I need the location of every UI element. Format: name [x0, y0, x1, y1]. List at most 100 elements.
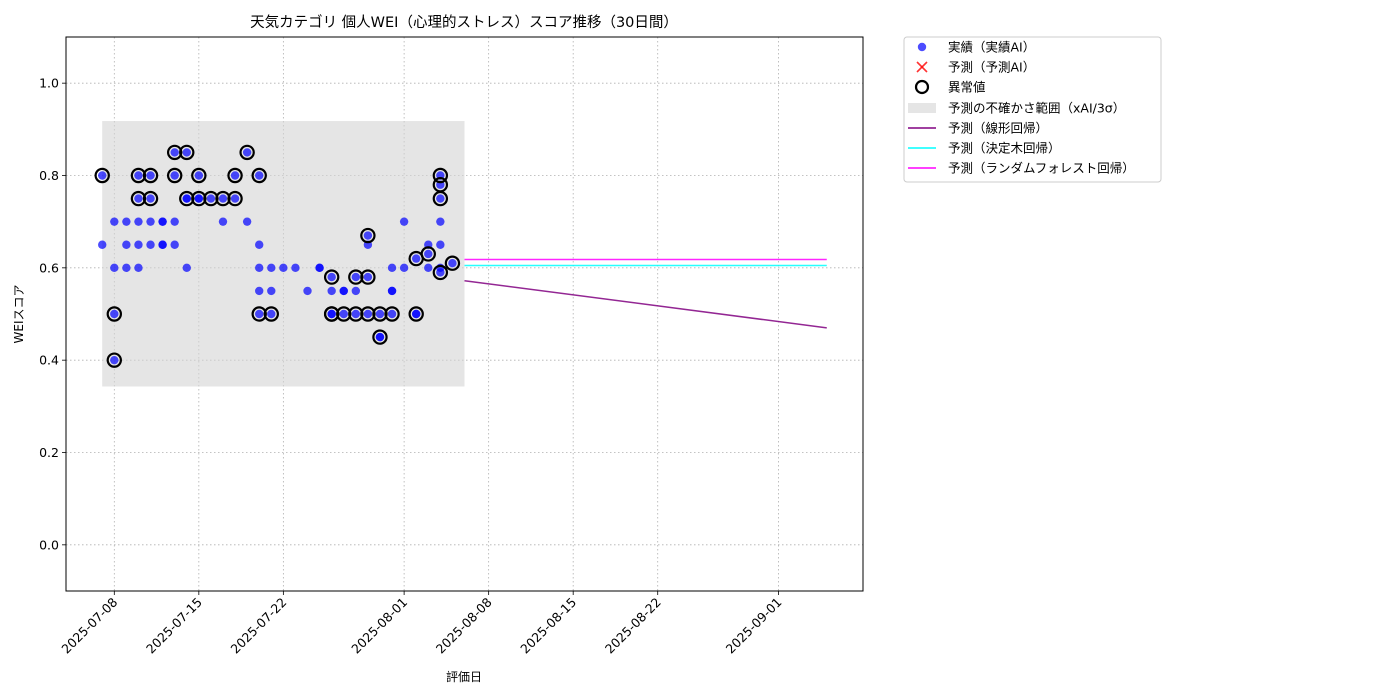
anomaly-marker	[432, 177, 449, 193]
anomaly-marker	[215, 190, 231, 207]
x-axis-label: 評価日	[446, 669, 482, 684]
anomaly-marker	[348, 269, 364, 285]
actual-point	[375, 309, 385, 319]
anomaly-marker	[130, 190, 147, 207]
actual-point	[279, 263, 288, 273]
anomaly-marker	[142, 190, 159, 207]
anomaly-marker	[384, 306, 400, 322]
anomaly-marker	[372, 306, 388, 322]
actual-point	[399, 217, 409, 226]
actual-point	[363, 272, 373, 282]
legend-label: 予測（予測AI）	[948, 60, 1035, 75]
actual-point	[255, 171, 264, 180]
chart-title: 天気カテゴリ 個人WEI（心理的ストレス）スコア推移（30日間）	[250, 13, 678, 31]
actual-point	[375, 332, 385, 342]
actual-point	[170, 171, 179, 180]
actual-point	[387, 286, 397, 296]
prediction-line	[464, 280, 827, 329]
actual-point	[182, 194, 191, 203]
actual-point	[327, 272, 336, 282]
x-tick-label: 2025-07-22	[228, 595, 290, 657]
legend-marker-band	[908, 103, 936, 113]
actual-point	[194, 171, 204, 180]
anomaly-marker	[251, 167, 267, 184]
actual-point	[134, 240, 143, 249]
legend-marker-predicted	[916, 61, 928, 73]
actual-point	[182, 148, 191, 157]
actual-point	[146, 171, 155, 180]
anomaly-marker	[432, 264, 449, 281]
anomaly-marker	[94, 167, 110, 184]
actual-point	[351, 309, 361, 319]
actual-point	[122, 263, 131, 273]
anomaly-marker	[130, 167, 147, 184]
anomaly-marker	[336, 306, 352, 322]
axes-frame	[65, 36, 864, 592]
legend-box	[903, 36, 1162, 183]
x-tick-label: 2025-08-15	[517, 595, 579, 657]
y-tick-label: 0.6	[39, 260, 59, 275]
y-tick-label: 0.8	[39, 168, 59, 183]
actual-point	[315, 263, 324, 273]
x-tick-label: 2025-07-08	[58, 594, 120, 656]
anomaly-marker	[203, 190, 219, 207]
anomaly-marker	[360, 306, 376, 322]
actual-point	[267, 286, 276, 296]
anomaly-marker	[444, 255, 461, 271]
plot-area: 2025-07-08 2025-07-15 2025-07-22 2025-08-01…	[39, 36, 864, 657]
x-tick-label: 2025-09-01	[723, 595, 785, 657]
actual-point	[218, 194, 228, 203]
actual-point	[122, 217, 131, 226]
actual-point	[242, 148, 252, 157]
y-tick-label: 0.4	[39, 353, 59, 368]
actual-point	[411, 254, 421, 263]
actual-point	[399, 263, 409, 273]
actual-point	[436, 194, 445, 203]
actual-point	[448, 259, 457, 268]
actual-point	[363, 231, 373, 240]
actual-point	[110, 217, 119, 226]
anomaly-marker	[432, 167, 449, 184]
x-tick-label: 2025-08-08	[433, 594, 495, 656]
actual-point	[436, 268, 445, 277]
actual-point	[230, 171, 240, 180]
actual-point	[424, 263, 433, 273]
actual-point	[387, 309, 397, 319]
actual-point	[339, 309, 348, 319]
anomaly-marker	[360, 227, 376, 244]
actual-point	[134, 194, 143, 203]
y-axis-label: WEIスコア	[12, 285, 26, 344]
anomaly-marker	[191, 190, 207, 207]
anomaly-marker	[263, 306, 279, 322]
legend-label: 予測の不確かさ範囲（xAI/3σ）	[948, 101, 1125, 116]
legend-label: 異常値	[948, 80, 986, 95]
actual-point	[267, 309, 276, 319]
uncertainty-band	[102, 121, 465, 387]
actual-point	[351, 286, 361, 296]
actual-point	[218, 217, 228, 226]
actual-point	[182, 263, 191, 273]
anomaly-marker	[106, 352, 123, 368]
actual-point	[230, 194, 240, 203]
anomaly-marker	[191, 167, 207, 184]
actual-point	[110, 355, 119, 365]
anomaly-marker	[360, 269, 376, 285]
actual-point	[242, 217, 252, 226]
anomaly-marker	[166, 144, 183, 161]
x-tick-label: 2025-07-15	[143, 595, 205, 657]
actual-point	[255, 240, 264, 249]
legend-marker-anomaly	[914, 79, 930, 95]
actual-point	[194, 194, 204, 203]
anomaly-marker	[227, 167, 243, 184]
anomaly-marker	[420, 246, 436, 262]
y-tick-label: 1.0	[39, 76, 59, 91]
legend-label: 予測（線形回帰）	[948, 121, 1048, 136]
actual-point	[327, 309, 336, 319]
anomaly-marker	[239, 144, 255, 161]
actual-point	[98, 171, 107, 180]
anomaly-marker	[227, 190, 243, 207]
x-tick-label: 2025-08-01	[348, 595, 410, 657]
actual-point	[327, 286, 336, 296]
actual-point	[134, 217, 143, 226]
anomaly-marker	[179, 144, 195, 161]
